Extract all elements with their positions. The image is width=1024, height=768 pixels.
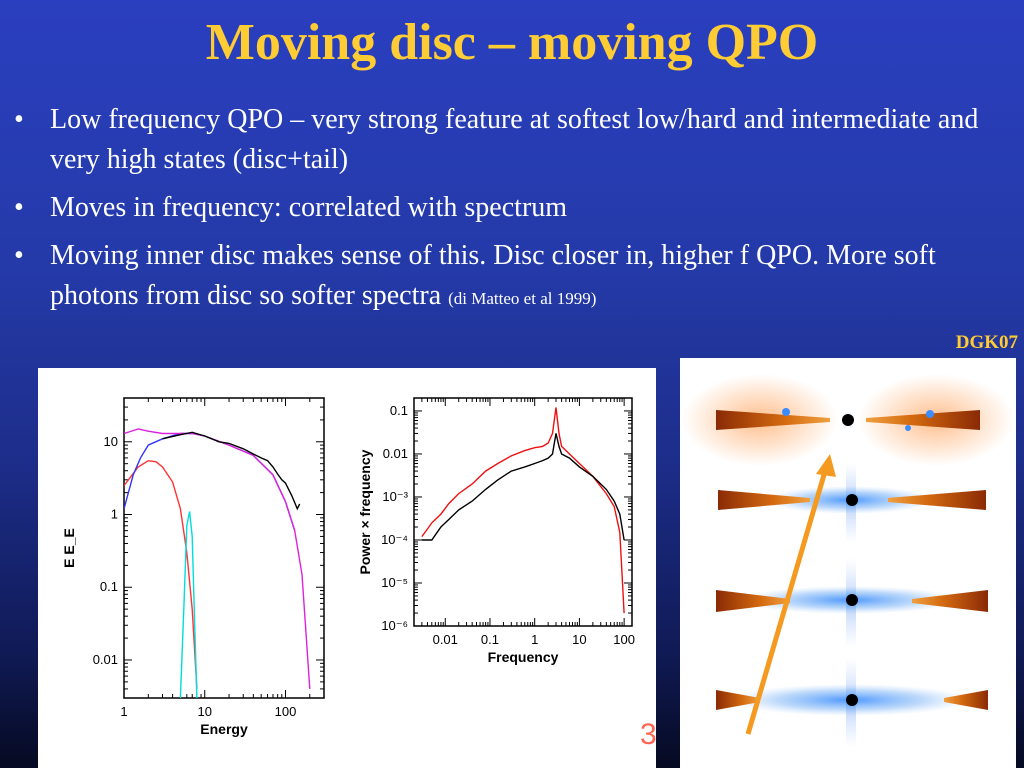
x-tick-label: 0.1 xyxy=(481,632,499,647)
plots-canvas: 1 10 100 0.01 0.1 1 10 Energy E E_E 0.01 0.1 1 10 100… xyxy=(61,397,635,737)
y-tick-label: 10⁻⁴ xyxy=(381,532,408,547)
plot-frame xyxy=(123,397,325,699)
chart-1: 1 10 100 0.01 0.1 1 10 Energy E E_E xyxy=(61,397,325,737)
page-number: 3 xyxy=(640,718,657,751)
x-tick-label: 10 xyxy=(572,632,586,647)
x-axis-label: Energy xyxy=(200,721,248,737)
y-tick-label: 0.1 xyxy=(390,403,408,418)
disc-wedge-right xyxy=(912,590,988,612)
y-axis-label: E E_E xyxy=(61,528,77,568)
bullet-marker: • xyxy=(14,240,24,271)
disc-wedge-right xyxy=(888,490,986,510)
seed-photon-blob xyxy=(782,408,790,416)
x-tick-label: 1 xyxy=(531,632,538,647)
plot-frame xyxy=(413,397,633,627)
y-tick-label: 10⁻⁶ xyxy=(381,618,408,633)
y-tick-label: 10 xyxy=(104,434,118,449)
bullet-text: Moves in frequency: correlated with spec… xyxy=(50,192,568,223)
bullet-item: • Low frequency QPO – very strong featur… xyxy=(14,100,1004,180)
y-tick-label: 0.01 xyxy=(93,652,118,667)
arrow-shaft xyxy=(745,467,829,735)
bullet-list: • Low frequency QPO – very strong featur… xyxy=(14,100,1004,327)
bullet-text: Moving inner disc makes sense of this. D… xyxy=(50,240,936,311)
arrowhead-icon xyxy=(816,454,836,477)
x-tick-label: 1 xyxy=(120,704,127,719)
figure-credit: DGK07 xyxy=(955,332,1018,353)
disc-wedge-left xyxy=(716,410,830,430)
evolution-arrow xyxy=(745,454,836,735)
disc-wedge-left xyxy=(718,490,810,510)
series-line-2 xyxy=(179,511,198,698)
bullet-text: Low frequency QPO – very strong feature … xyxy=(50,104,979,175)
y-axis-label: Power × frequency xyxy=(357,449,373,574)
x-tick-label: 0.01 xyxy=(433,632,458,647)
seed-photon-blob xyxy=(926,410,934,418)
series-line-4 xyxy=(124,428,311,689)
x-tick-label: 10 xyxy=(198,704,212,719)
disc-diagram xyxy=(682,374,1014,748)
x-tick-label: 100 xyxy=(275,704,297,719)
figure-panel-disc-diagram xyxy=(680,358,1016,768)
disc-state-2 xyxy=(718,463,986,543)
disc-state-3 xyxy=(716,558,988,648)
y-tick-label: 10⁻⁵ xyxy=(381,575,408,590)
bullet-item: • Moves in frequency: correlated with sp… xyxy=(14,188,1004,228)
seed-photon-blob xyxy=(905,425,911,431)
disc-wedge-left xyxy=(716,690,760,710)
y-tick-label: 0.1 xyxy=(100,579,118,594)
disc-wedge-left xyxy=(716,590,790,612)
series-line-1 xyxy=(421,407,625,614)
y-tick-label: 10⁻³ xyxy=(382,489,408,504)
disc-wedge-right xyxy=(944,690,988,710)
black-hole xyxy=(846,494,858,506)
disc-wedge-right xyxy=(866,410,980,430)
series-line-2 xyxy=(421,433,625,541)
black-hole xyxy=(846,694,858,706)
series-line-3 xyxy=(124,432,296,531)
x-axis-label: Frequency xyxy=(488,649,559,665)
black-hole xyxy=(846,594,858,606)
series-line-1 xyxy=(124,459,198,689)
x-tick-label: 100 xyxy=(613,632,635,647)
y-tick-label: 0.01 xyxy=(383,446,408,461)
chart-2: 0.01 0.1 1 10 100 0.1 0.01 10⁻³ 10⁻⁴ 10⁻⁵ 10⁻⁶ Freq… xyxy=(357,397,635,665)
y-tick-label: 1 xyxy=(111,507,118,522)
bullet-marker: • xyxy=(14,104,24,135)
disc-state-truncated xyxy=(682,374,1014,466)
slide-title: Moving disc – moving QPO xyxy=(205,14,819,71)
series-line-5 xyxy=(162,431,301,511)
figure-panel-plots: 1 10 100 0.01 0.1 1 10 Energy E E_E 0.01 0.1 1 10 100… xyxy=(38,368,656,768)
citation: (di Matteo et al 1999) xyxy=(448,289,597,308)
disc-state-4 xyxy=(716,658,988,748)
bullet-marker: • xyxy=(14,192,24,223)
black-hole xyxy=(842,414,854,426)
bullet-item: • Moving inner disc makes sense of this.… xyxy=(14,236,1004,319)
